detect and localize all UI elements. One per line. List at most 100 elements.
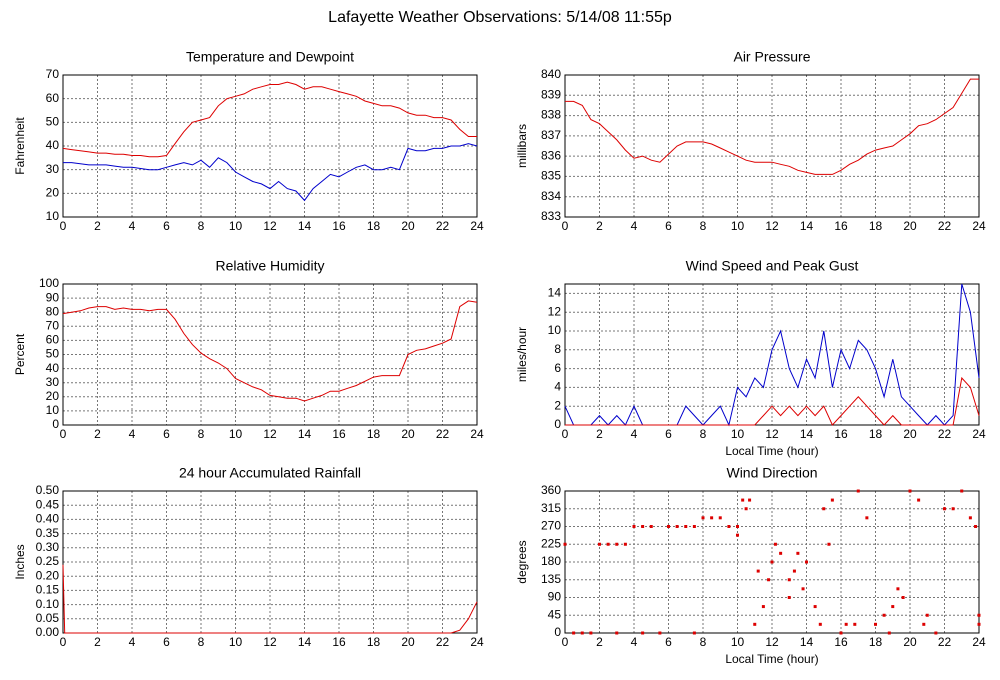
x-tick-label: 2 [94,219,101,233]
x-tick-label: 14 [298,219,312,233]
x-tick-label: 12 [765,219,779,233]
data-point [951,507,955,511]
y-tick-label: 0.45 [36,497,60,511]
x-tick-label: 12 [263,427,277,441]
y-tick-label: 60 [46,333,60,347]
x-tick-label: 22 [436,219,450,233]
data-line [564,283,980,427]
y-tick-label: 0.00 [36,625,60,639]
x-tick-label: 18 [367,427,381,441]
data-point [748,498,752,502]
x-tick-label: 2 [94,635,101,649]
data-point [813,605,817,609]
data-point [896,587,900,591]
chart-title: Wind Speed and Peak Gust [686,258,859,274]
y-tick-label: 225 [541,536,561,550]
data-point [710,516,714,520]
x-tick-label: 8 [198,635,205,649]
y-tick-label: 80 [46,304,60,318]
x-tick-label: 4 [129,427,136,441]
y-tick-label: 50 [46,115,60,129]
x-tick-label: 16 [332,635,346,649]
x-tick-label: 22 [938,219,952,233]
data-point [718,516,722,520]
data-point [632,525,636,528]
x-tick-label: 22 [938,635,952,649]
x-tick-label: 12 [765,427,779,441]
data-point [796,551,800,555]
data-point [744,507,748,511]
x-tick-label: 6 [163,635,170,649]
y-tick-label: 20 [46,389,60,403]
x-tick-label: 6 [665,219,672,233]
data-point [874,622,877,626]
data-point [943,507,946,511]
x-tick-label: 14 [298,635,312,649]
x-tick-label: 10 [229,427,243,441]
data-point [770,560,774,564]
y-tick-label: 6 [554,361,561,375]
y-tick-label: 90 [548,590,562,604]
data-point [974,525,978,528]
data-point [787,578,791,582]
plot-frame [564,283,980,426]
x-tick-label: 8 [700,427,707,441]
data-point [856,489,860,493]
x-axis-label: Local Time (hour) [725,652,818,666]
y-axis-label: millibars [515,124,529,168]
y-tick-label: 60 [46,91,60,105]
data-point [692,631,696,635]
x-tick-label: 16 [834,427,848,441]
x-tick-label: 10 [229,219,243,233]
x-tick-label: 16 [332,427,346,441]
y-tick-label: 834 [541,189,561,203]
y-tick-label: 14 [548,286,562,300]
data-point [675,525,679,528]
data-point [649,525,653,528]
x-tick-label: 18 [869,219,883,233]
y-tick-label: 0.40 [36,512,60,526]
x-tick-label: 24 [972,427,986,441]
data-point [773,542,777,546]
y-tick-label: 0 [52,417,59,431]
x-tick-label: 4 [129,635,136,649]
y-tick-label: 40 [46,361,60,375]
chart-title: Air Pressure [733,49,810,65]
y-tick-label: 833 [541,209,561,223]
x-tick-label: 14 [800,635,814,649]
x-tick-label: 18 [869,427,883,441]
x-tick-label: 24 [470,635,484,649]
y-tick-label: 0.15 [36,583,60,597]
data-point [572,631,576,635]
y-tick-label: 45 [548,607,562,621]
y-tick-label: 0 [554,625,561,639]
data-point [779,551,783,555]
data-point [792,569,796,573]
data-point [977,613,981,617]
x-tick-label: 0 [562,635,569,649]
data-line [565,376,980,426]
y-tick-label: 0.35 [36,526,60,540]
x-tick-label: 20 [903,219,917,233]
data-point [727,525,731,528]
x-tick-label: 0 [60,635,67,649]
x-tick-label: 8 [700,635,707,649]
x-tick-label: 10 [731,635,745,649]
data-point [853,622,857,626]
y-tick-label: 838 [541,108,561,122]
data-point [818,622,822,626]
x-tick-label: 6 [163,219,170,233]
data-point [925,613,929,617]
x-tick-label: 24 [470,219,484,233]
x-tick-label: 24 [972,635,986,649]
data-point [641,525,645,528]
x-tick-label: 6 [163,427,170,441]
y-tick-label: 135 [541,572,561,586]
y-tick-label: 20 [46,186,60,200]
data-point [623,542,627,546]
x-tick-label: 22 [436,427,450,441]
x-tick-label: 0 [562,219,569,233]
data-point [741,498,745,502]
data-line [62,81,477,158]
y-tick-label: 10 [548,323,562,337]
